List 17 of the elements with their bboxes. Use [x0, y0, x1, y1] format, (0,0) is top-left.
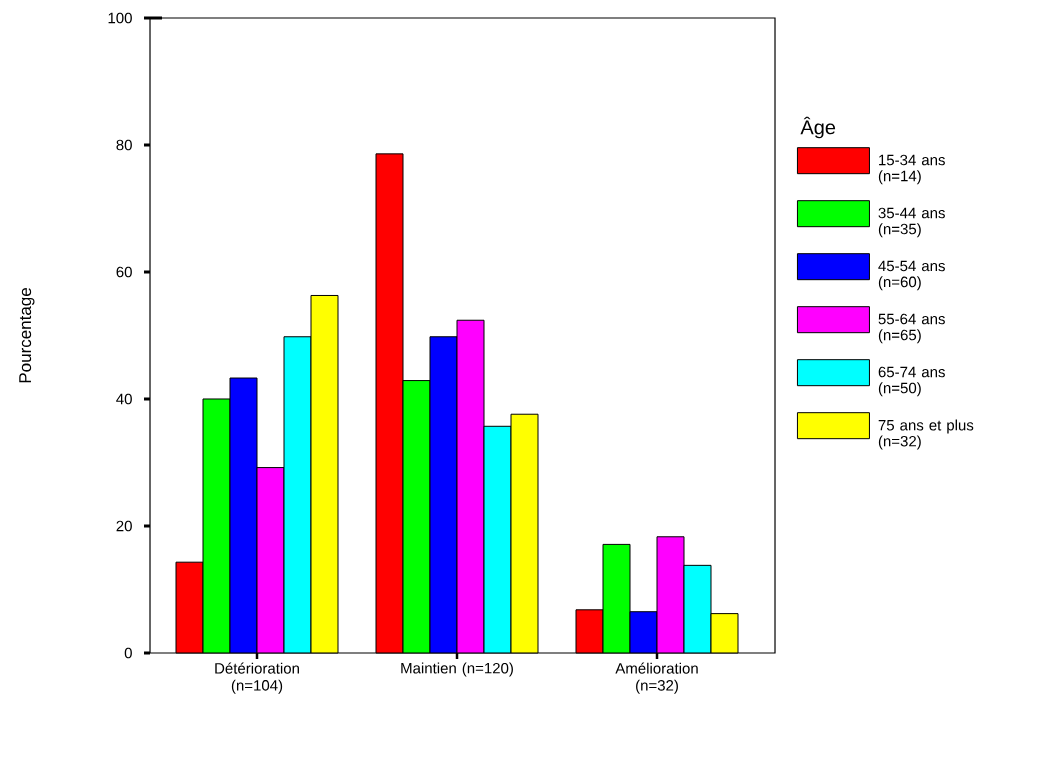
x-tick-label: Maintien (n=120) [401, 662, 513, 677]
y-tick-label: 100 [108, 12, 132, 24]
legend-title: Âge [800, 116, 836, 139]
x-tick-label: Détérioration (n=104) [215, 662, 299, 694]
y-tick-label: 40 [116, 393, 132, 405]
legend-label: 45-54 ans (n=60) [878, 260, 945, 291]
legend-label: 75 ans et plus (n=32) [878, 419, 974, 450]
legend-label: 65-74 ans (n=50) [878, 366, 945, 397]
legend-label: 55-64 ans (n=65) [878, 313, 945, 344]
y-tick-label: 60 [116, 266, 132, 278]
y-axis-title: Pourcentage [19, 288, 35, 383]
y-tick-label: 20 [116, 520, 132, 532]
legend-label: 15-34 ans (n=14) [878, 154, 945, 185]
legend-label: 35-44 ans (n=35) [878, 207, 945, 238]
x-tick-label: Amélioration (n=32) [615, 662, 698, 694]
y-tick-label: 80 [116, 139, 132, 151]
y-tick-label: 0 [124, 647, 132, 659]
